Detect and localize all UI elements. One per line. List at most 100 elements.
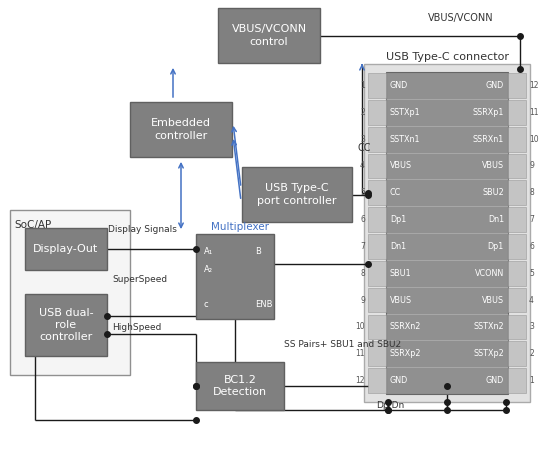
Text: SSRXn1: SSRXn1 <box>473 135 504 144</box>
Text: VBUS: VBUS <box>390 295 412 304</box>
FancyBboxPatch shape <box>368 73 386 98</box>
Text: SSRXp2: SSRXp2 <box>390 349 422 358</box>
Text: Display Signals: Display Signals <box>108 225 177 234</box>
FancyBboxPatch shape <box>364 64 530 402</box>
Text: 3: 3 <box>529 322 534 331</box>
Text: 5: 5 <box>360 188 365 197</box>
FancyBboxPatch shape <box>196 234 274 319</box>
FancyBboxPatch shape <box>25 228 107 270</box>
Text: Dp1: Dp1 <box>488 242 504 251</box>
Text: VBUS/VCONN: VBUS/VCONN <box>428 13 494 23</box>
Text: 6: 6 <box>360 215 365 224</box>
Text: 2: 2 <box>529 349 534 358</box>
FancyBboxPatch shape <box>10 210 130 375</box>
Text: 8: 8 <box>360 269 365 278</box>
Text: SSTXn2: SSTXn2 <box>473 322 504 331</box>
FancyBboxPatch shape <box>508 127 526 151</box>
FancyBboxPatch shape <box>508 261 526 286</box>
FancyBboxPatch shape <box>508 154 526 178</box>
Text: Dn1: Dn1 <box>390 242 406 251</box>
Text: 7: 7 <box>360 242 365 251</box>
Text: 12: 12 <box>529 81 539 90</box>
Text: SSTXp2: SSTXp2 <box>473 349 504 358</box>
FancyBboxPatch shape <box>508 234 526 259</box>
Text: SSRXn2: SSRXn2 <box>390 322 421 331</box>
Text: 1: 1 <box>360 81 365 90</box>
Text: USB Type-C
port controller: USB Type-C port controller <box>257 183 337 206</box>
FancyBboxPatch shape <box>130 102 232 157</box>
Text: VBUS: VBUS <box>390 162 412 171</box>
FancyBboxPatch shape <box>508 207 526 232</box>
Text: 4: 4 <box>360 162 365 171</box>
FancyBboxPatch shape <box>508 73 526 98</box>
Text: ENB: ENB <box>255 300 273 309</box>
Text: SS Pairs+ SBU1 and SBU2: SS Pairs+ SBU1 and SBU2 <box>284 340 401 349</box>
Text: SBU1: SBU1 <box>390 269 411 278</box>
Text: SBU2: SBU2 <box>482 188 504 197</box>
Text: 3: 3 <box>360 135 365 144</box>
Text: VBUS: VBUS <box>482 295 504 304</box>
FancyBboxPatch shape <box>508 368 526 393</box>
Text: 4: 4 <box>529 295 534 304</box>
Text: GND: GND <box>390 81 408 90</box>
Text: 1: 1 <box>529 376 534 385</box>
Text: c: c <box>204 300 209 309</box>
FancyBboxPatch shape <box>508 341 526 366</box>
Text: 11: 11 <box>356 349 365 358</box>
Text: 2: 2 <box>360 108 365 117</box>
Text: HighSpeed: HighSpeed <box>112 323 162 332</box>
FancyBboxPatch shape <box>508 100 526 125</box>
FancyBboxPatch shape <box>196 362 284 410</box>
Text: 9: 9 <box>360 295 365 304</box>
Text: GND: GND <box>486 81 504 90</box>
FancyBboxPatch shape <box>368 341 386 366</box>
FancyBboxPatch shape <box>368 234 386 259</box>
Text: CC: CC <box>390 188 401 197</box>
FancyBboxPatch shape <box>218 8 320 63</box>
FancyBboxPatch shape <box>242 167 352 222</box>
Text: A₁: A₁ <box>204 247 213 256</box>
Text: Display-Out: Display-Out <box>34 244 99 254</box>
Text: GND: GND <box>390 376 408 385</box>
Text: 9: 9 <box>529 162 534 171</box>
Text: A₂: A₂ <box>204 265 213 274</box>
Text: Dn1: Dn1 <box>488 215 504 224</box>
Text: Dp/Dn: Dp/Dn <box>376 401 404 410</box>
Text: 5: 5 <box>529 269 534 278</box>
FancyBboxPatch shape <box>508 314 526 339</box>
Text: Multiplexer: Multiplexer <box>211 222 269 232</box>
Text: 12: 12 <box>356 376 365 385</box>
Text: 11: 11 <box>529 108 539 117</box>
FancyBboxPatch shape <box>368 288 386 313</box>
Text: Embedded
controller: Embedded controller <box>151 118 211 141</box>
FancyBboxPatch shape <box>368 368 386 393</box>
FancyBboxPatch shape <box>368 154 386 178</box>
Text: 10: 10 <box>529 135 539 144</box>
Text: VBUS/VCONN
control: VBUS/VCONN control <box>231 24 307 47</box>
FancyBboxPatch shape <box>368 180 386 205</box>
Text: 8: 8 <box>529 188 534 197</box>
Text: SSTXn1: SSTXn1 <box>390 135 421 144</box>
FancyBboxPatch shape <box>25 294 107 356</box>
FancyBboxPatch shape <box>368 100 386 125</box>
Text: 6: 6 <box>529 242 534 251</box>
FancyBboxPatch shape <box>368 261 386 286</box>
Text: USB dual-
role
controller: USB dual- role controller <box>38 308 93 343</box>
Text: 7: 7 <box>529 215 534 224</box>
Text: BC1.2
Detection: BC1.2 Detection <box>213 375 267 397</box>
FancyBboxPatch shape <box>508 288 526 313</box>
Text: Dp1: Dp1 <box>390 215 406 224</box>
Text: B: B <box>255 247 261 256</box>
FancyBboxPatch shape <box>368 314 386 339</box>
Text: GND: GND <box>486 376 504 385</box>
FancyBboxPatch shape <box>368 127 386 151</box>
FancyBboxPatch shape <box>386 72 508 394</box>
Text: 10: 10 <box>356 322 365 331</box>
FancyBboxPatch shape <box>508 180 526 205</box>
Text: VCONN: VCONN <box>475 269 504 278</box>
Text: SSTXp1: SSTXp1 <box>390 108 421 117</box>
Text: VBUS: VBUS <box>482 162 504 171</box>
FancyBboxPatch shape <box>368 207 386 232</box>
Text: USB Type-C connector: USB Type-C connector <box>385 52 508 62</box>
Text: SoC/AP: SoC/AP <box>14 220 51 230</box>
